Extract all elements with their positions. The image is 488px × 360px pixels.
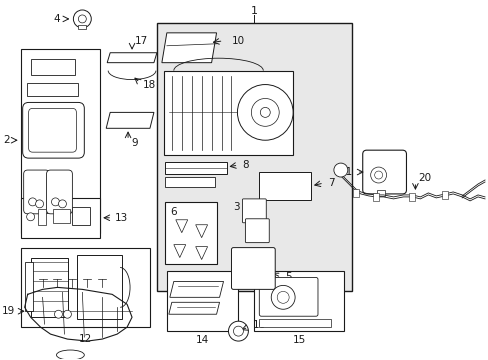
Circle shape <box>78 15 86 23</box>
Bar <box>372 193 378 201</box>
Circle shape <box>51 198 60 206</box>
Circle shape <box>333 163 347 177</box>
FancyBboxPatch shape <box>46 170 72 214</box>
Bar <box>38 209 45 225</box>
Polygon shape <box>162 33 216 63</box>
FancyBboxPatch shape <box>22 103 84 158</box>
FancyBboxPatch shape <box>29 108 76 152</box>
Text: 20: 20 <box>418 173 430 183</box>
Circle shape <box>277 291 288 303</box>
Bar <box>31 257 68 317</box>
Polygon shape <box>195 225 207 238</box>
Bar <box>20 49 100 233</box>
FancyBboxPatch shape <box>23 170 49 214</box>
Bar <box>352 189 358 197</box>
Circle shape <box>63 310 71 318</box>
Text: 10: 10 <box>231 36 244 46</box>
Bar <box>166 271 238 331</box>
Bar <box>77 255 122 319</box>
Text: 15: 15 <box>292 335 305 345</box>
Bar <box>20 248 150 327</box>
FancyBboxPatch shape <box>259 278 317 316</box>
Bar <box>441 191 447 199</box>
Text: 17: 17 <box>135 36 148 46</box>
Circle shape <box>237 85 292 140</box>
Text: 3: 3 <box>232 202 239 212</box>
Text: 4: 4 <box>54 14 61 24</box>
Text: 16: 16 <box>252 320 265 330</box>
Circle shape <box>374 171 382 179</box>
Polygon shape <box>176 220 187 233</box>
Circle shape <box>233 326 243 336</box>
Bar <box>157 23 351 291</box>
Text: 7: 7 <box>327 178 334 188</box>
Text: 8: 8 <box>242 160 248 170</box>
Text: 2: 2 <box>3 135 10 145</box>
Circle shape <box>271 285 295 309</box>
Bar <box>163 71 292 155</box>
Bar <box>31 59 75 75</box>
Circle shape <box>54 310 62 318</box>
Circle shape <box>251 99 279 126</box>
Bar <box>27 82 78 96</box>
Text: 5: 5 <box>285 273 291 283</box>
Text: 12: 12 <box>79 334 92 344</box>
Text: 18: 18 <box>142 80 156 90</box>
Bar <box>164 162 226 174</box>
Circle shape <box>36 200 43 208</box>
Polygon shape <box>168 302 219 314</box>
Polygon shape <box>169 282 223 297</box>
Polygon shape <box>195 247 207 260</box>
FancyBboxPatch shape <box>245 219 269 243</box>
FancyBboxPatch shape <box>231 248 275 289</box>
Bar <box>78 25 86 29</box>
Circle shape <box>260 107 270 117</box>
Text: 1: 1 <box>250 6 257 16</box>
Circle shape <box>228 321 248 341</box>
Bar <box>52 209 70 223</box>
Circle shape <box>29 198 37 206</box>
Bar <box>376 190 384 196</box>
Bar <box>164 202 216 264</box>
Text: 13: 13 <box>115 213 128 223</box>
Bar <box>259 319 330 327</box>
Text: 11: 11 <box>339 167 352 177</box>
Text: 14: 14 <box>196 335 209 345</box>
Circle shape <box>73 10 91 28</box>
Text: 6: 6 <box>169 207 176 217</box>
Ellipse shape <box>57 350 84 360</box>
Circle shape <box>370 167 386 183</box>
Bar <box>259 172 310 200</box>
Bar <box>20 198 100 238</box>
FancyBboxPatch shape <box>242 199 266 223</box>
Bar <box>254 271 343 331</box>
Bar <box>72 207 90 225</box>
Bar <box>24 261 33 311</box>
Circle shape <box>27 213 35 221</box>
Bar <box>408 193 415 201</box>
FancyBboxPatch shape <box>362 150 406 194</box>
Circle shape <box>59 200 66 208</box>
Polygon shape <box>106 112 154 128</box>
Polygon shape <box>107 53 157 63</box>
Bar <box>164 177 214 187</box>
Text: 9: 9 <box>131 138 138 148</box>
Text: 19: 19 <box>1 306 15 316</box>
Polygon shape <box>173 245 185 257</box>
